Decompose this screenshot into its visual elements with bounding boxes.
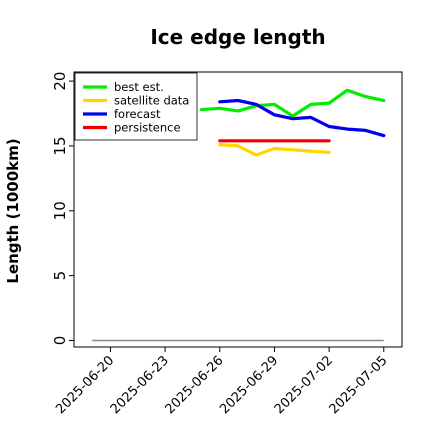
axes-frame: [73, 71, 403, 348]
legend-label: best est.: [114, 80, 164, 94]
y-tick-label: 0: [51, 336, 69, 346]
y-tick-label: 5: [51, 271, 69, 281]
series-line-forecast: [218, 98, 386, 138]
y-axis-label: Length (1000km): [4, 138, 22, 283]
series-line-best-est-: [200, 88, 386, 118]
legend-label: persistence: [114, 121, 181, 135]
legend-label: satellite data: [114, 94, 189, 108]
y-tick-label: 15: [51, 136, 69, 155]
y-tick-label: 10: [51, 201, 69, 220]
y-tick-label: 20: [51, 72, 69, 91]
legend: best est.satellite dataforecastpersisten…: [74, 72, 198, 141]
legend-label: forecast: [114, 107, 161, 121]
y-axis: 0 5 10 15 20: [51, 72, 74, 346]
plot-area: [92, 88, 386, 342]
chart-title: Ice edge length: [150, 25, 325, 49]
series-line-satellite-data: [218, 143, 331, 157]
